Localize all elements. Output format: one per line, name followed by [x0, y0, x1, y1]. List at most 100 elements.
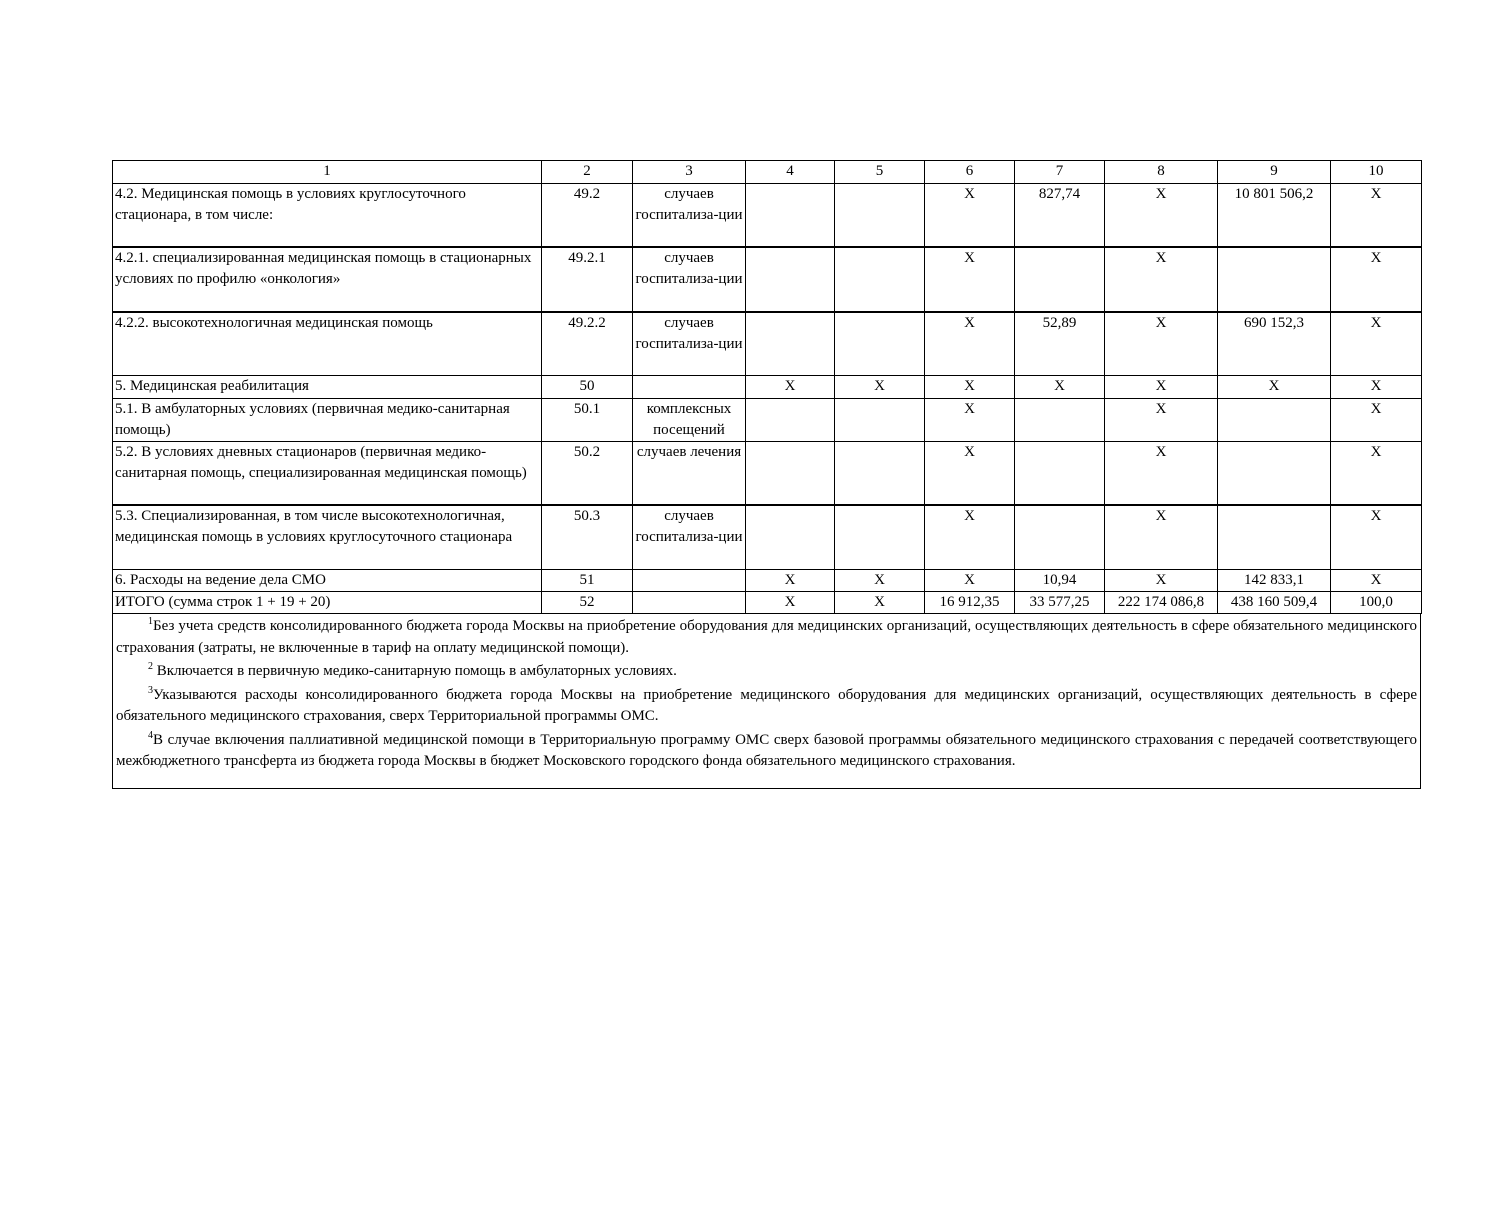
value-cell: 33 577,25	[1014, 591, 1105, 614]
unit-cell: комплексных посещений	[632, 398, 746, 442]
value-cell: X	[1104, 375, 1218, 399]
value-cell: X	[1104, 441, 1218, 506]
value-cell: X	[1330, 246, 1422, 313]
header-cell: 3	[632, 160, 746, 184]
row-label: 5.1. В амбулаторных условиях (первичная …	[112, 398, 542, 442]
row-label: 5.2. В условиях дневных стационаров (пер…	[112, 441, 542, 506]
footnotes: 1Без учета средств консолидированного бю…	[112, 614, 1421, 789]
value-cell: X	[1330, 504, 1422, 570]
header-cell: 8	[1104, 160, 1218, 184]
row-code: 50	[541, 375, 633, 399]
row-label: 4.2. Медицинская помощь в условиях кругл…	[112, 183, 542, 248]
value-cell: 52,89	[1014, 311, 1105, 376]
unit-cell	[632, 375, 746, 399]
value-cell	[834, 246, 925, 313]
header-cell: 6	[924, 160, 1015, 184]
row-code: 49.2	[541, 183, 633, 248]
value-cell: X	[924, 398, 1015, 442]
value-cell: X	[834, 569, 925, 592]
value-cell	[1217, 398, 1331, 442]
footnote: 4В случае включения паллиативной медицин…	[116, 730, 1417, 773]
value-cell: X	[1330, 183, 1422, 248]
footnote-text: В случае включения паллиативной медицинс…	[116, 731, 1417, 770]
value-cell: X	[834, 375, 925, 399]
header-cell: 2	[541, 160, 633, 184]
unit-cell: случаев госпитализа-ции	[632, 246, 746, 313]
header-row: 1 2 3 4 5 6 7 8 9 10	[112, 160, 1422, 184]
value-cell: X	[1104, 504, 1218, 570]
value-cell	[834, 441, 925, 506]
value-cell	[834, 311, 925, 376]
footnote: 2 Включается в первичную медико-санитарн…	[116, 661, 1417, 683]
value-cell: X	[1217, 375, 1331, 399]
value-cell: 16 912,35	[924, 591, 1015, 614]
value-cell: 10 801 506,2	[1217, 183, 1331, 248]
value-cell	[1014, 504, 1105, 570]
footnote-mark: 2	[148, 661, 153, 672]
value-cell: 690 152,3	[1217, 311, 1331, 376]
row-code: 49.2.2	[541, 311, 633, 376]
value-cell: X	[745, 591, 835, 614]
footnote-mark: 1	[148, 616, 153, 627]
unit-cell: случаев госпитализа-ции	[632, 504, 746, 570]
row-code: 50.2	[541, 441, 633, 506]
row-label: 6. Расходы на ведение дела СМО	[112, 569, 542, 592]
value-cell: X	[924, 246, 1015, 313]
value-cell: 10,94	[1014, 569, 1105, 592]
row-code: 50.1	[541, 398, 633, 442]
value-cell: X	[924, 375, 1015, 399]
value-cell: 438 160 509,4	[1217, 591, 1331, 614]
value-cell: 142 833,1	[1217, 569, 1331, 592]
value-cell: X	[1104, 398, 1218, 442]
value-cell: X	[924, 441, 1015, 506]
value-cell: X	[745, 569, 835, 592]
header-cell: 10	[1330, 160, 1422, 184]
row-code: 52	[541, 591, 633, 614]
value-cell: X	[924, 183, 1015, 248]
value-cell	[834, 504, 925, 570]
value-cell: X	[1330, 441, 1422, 506]
footnote-mark: 4	[148, 729, 153, 741]
row-label: 5.3. Специализированная, в том числе выс…	[112, 504, 542, 570]
value-cell	[745, 504, 835, 570]
value-cell: X	[1330, 311, 1422, 376]
row-label: ИТОГО (сумма строк 1 + 19 + 20)	[112, 591, 542, 614]
table-row: 5.3. Специализированная, в том числе выс…	[112, 504, 1422, 570]
table-row: 4.2.1. специализированная медицинская по…	[112, 246, 1422, 313]
value-cell: X	[834, 591, 925, 614]
value-cell: 100,0	[1330, 591, 1422, 614]
value-cell	[1014, 441, 1105, 506]
value-cell: X	[924, 504, 1015, 570]
header-cell: 9	[1217, 160, 1331, 184]
unit-cell	[632, 591, 746, 614]
value-cell	[834, 398, 925, 442]
value-cell	[745, 398, 835, 442]
unit-cell: случаев госпитализа-ции	[632, 311, 746, 376]
value-cell	[745, 183, 835, 248]
data-table: 1 2 3 4 5 6 7 8 9 10 4.2. Медицинская по…	[112, 160, 1422, 614]
value-cell: X	[1104, 183, 1218, 248]
row-label: 5. Медицинская реабилитация	[112, 375, 542, 399]
table-row: 6. Расходы на ведение дела СМО 51 X X X 10,94…	[112, 569, 1422, 592]
header-cell: 1	[112, 160, 542, 184]
header-cell: 5	[834, 160, 925, 184]
header-cell: 4	[745, 160, 835, 184]
value-cell: X	[1104, 246, 1218, 313]
table-row: 5.1. В амбулаторных условиях (первичная …	[112, 398, 1422, 442]
table-row: 4.2. Медицинская помощь в условиях кругл…	[112, 183, 1422, 248]
document-table-section: 1 2 3 4 5 6 7 8 9 10 4.2. Медицинская по…	[112, 160, 1422, 789]
footnote-text: Без учета средств консолидированного бюд…	[116, 618, 1417, 656]
value-cell	[1217, 441, 1331, 506]
row-code: 49.2.1	[541, 246, 633, 313]
value-cell	[1014, 398, 1105, 442]
value-cell	[1217, 246, 1331, 313]
value-cell	[745, 311, 835, 376]
row-label: 4.2.2. высокотехнологичная медицинская п…	[112, 311, 542, 376]
value-cell: 222 174 086,8	[1104, 591, 1218, 614]
value-cell: X	[924, 569, 1015, 592]
value-cell	[834, 183, 925, 248]
value-cell: X	[924, 311, 1015, 376]
value-cell	[1217, 504, 1331, 570]
row-label: 4.2.1. специализированная медицинская по…	[112, 246, 542, 313]
footnote-text: Указываются расходы консолидированного б…	[116, 686, 1417, 725]
